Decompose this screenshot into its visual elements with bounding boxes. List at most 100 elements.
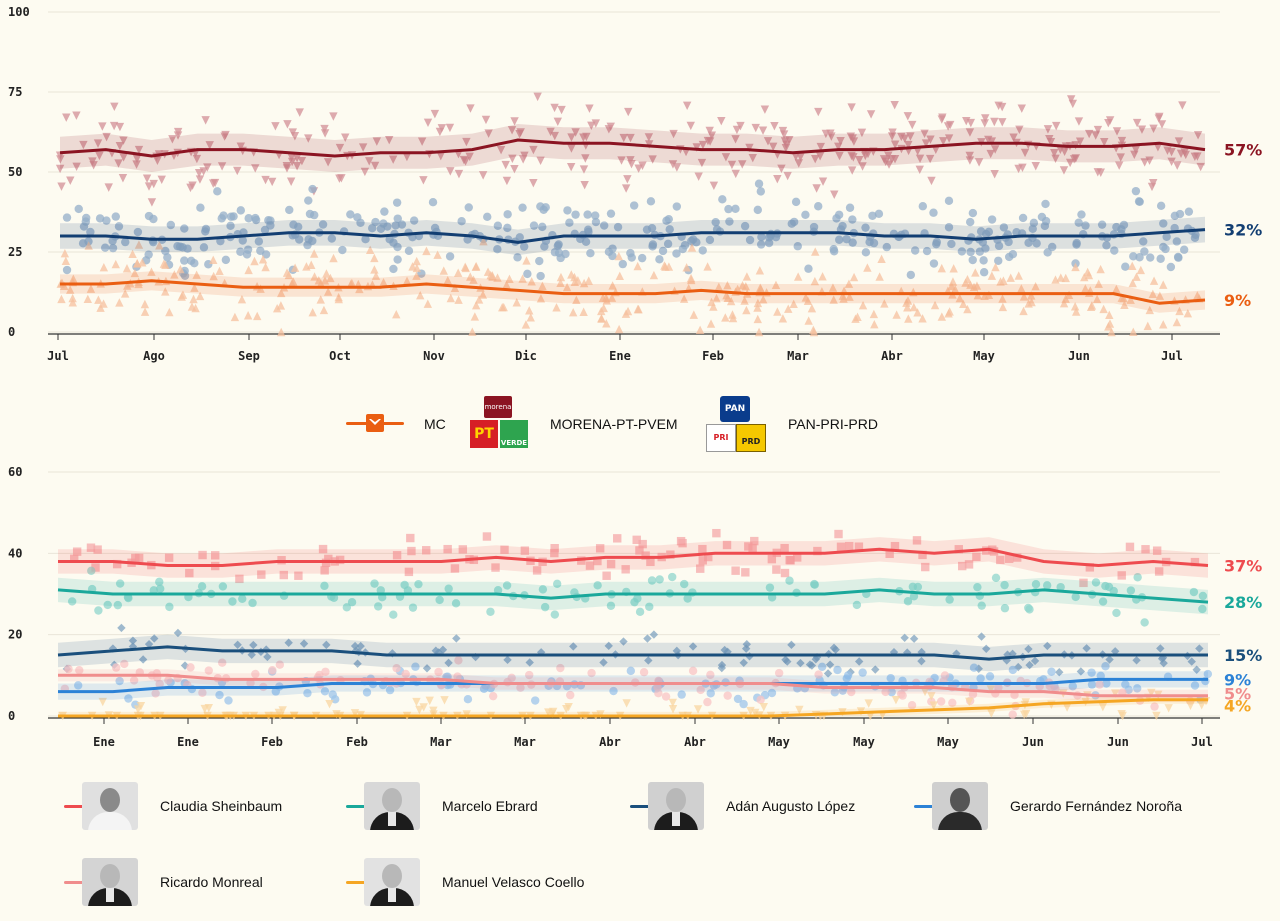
- data-point: [1071, 154, 1080, 163]
- data-point: [1101, 581, 1110, 591]
- data-point: [419, 703, 428, 712]
- data-point: [875, 272, 884, 281]
- data-point: [258, 255, 268, 264]
- data-point: [634, 304, 643, 314]
- data-point: [569, 642, 578, 651]
- data-point: [67, 597, 77, 606]
- data-point: [156, 584, 165, 593]
- data-point: [61, 256, 71, 265]
- data-point: [929, 259, 939, 268]
- x-tick-label: May: [973, 349, 995, 363]
- data-point: [646, 557, 655, 567]
- data-point: [742, 640, 752, 649]
- data-point: [124, 694, 133, 703]
- data-point: [1159, 219, 1168, 228]
- data-point: [717, 660, 727, 670]
- data-point: [655, 575, 664, 584]
- data-point: [132, 258, 142, 268]
- data-point: [647, 223, 657, 233]
- data-point: [744, 542, 753, 551]
- data-point: [1159, 280, 1168, 289]
- data-point: [415, 705, 424, 715]
- data-point: [1136, 265, 1146, 275]
- data-point: [1184, 207, 1194, 216]
- data-point: [1143, 321, 1152, 331]
- data-point: [1059, 166, 1069, 175]
- data-point: [804, 264, 813, 273]
- data-point: [915, 165, 924, 175]
- data-point: [756, 283, 765, 292]
- data-point: [98, 697, 107, 707]
- data-point: [755, 266, 765, 275]
- data-point: [69, 274, 78, 283]
- data-point: [830, 688, 840, 697]
- legend-item-sheinbaum: Claudia Sheinbaum: [64, 782, 282, 830]
- data-point: [991, 262, 1000, 272]
- data-point: [777, 164, 786, 174]
- data-point: [842, 674, 851, 683]
- data-point: [836, 137, 845, 146]
- data-point: [1141, 545, 1150, 554]
- data-point: [811, 155, 820, 164]
- data-point: [968, 690, 978, 699]
- data-point: [977, 632, 986, 641]
- data-point: [572, 295, 581, 305]
- data-point: [979, 256, 988, 265]
- data-point: [698, 544, 707, 554]
- data-point: [224, 696, 233, 705]
- data-point: [155, 679, 164, 689]
- data-point: [607, 293, 617, 302]
- data-point: [1120, 300, 1129, 309]
- data-point: [986, 685, 996, 694]
- data-point: [1027, 297, 1036, 307]
- x-tick-label: Feb: [702, 349, 724, 363]
- data-point: [535, 256, 544, 266]
- data-point: [801, 210, 810, 219]
- data-point: [371, 271, 381, 280]
- pan-pri-prd-logo-icon: PAN PRI PRD: [706, 396, 766, 452]
- data-point: [1046, 138, 1056, 147]
- data-point: [170, 270, 179, 279]
- data-point: [128, 249, 137, 259]
- data-point: [149, 214, 158, 224]
- data-point: [694, 172, 703, 181]
- data-point: [1056, 273, 1065, 282]
- data-point: [753, 298, 763, 308]
- data-point: [1105, 655, 1114, 664]
- data-point: [812, 184, 821, 193]
- data-point: [525, 670, 534, 680]
- data-point: [1077, 210, 1086, 219]
- y-tick-label: 40: [8, 546, 22, 560]
- data-point: [1190, 681, 1200, 690]
- data-point: [1129, 252, 1138, 261]
- data-point: [1117, 136, 1127, 146]
- data-point: [1146, 253, 1155, 262]
- data-point: [402, 276, 412, 286]
- data-point: [712, 293, 721, 303]
- data-point: [1015, 125, 1024, 135]
- data-point: [937, 263, 946, 273]
- data-point: [748, 153, 757, 163]
- data-point: [178, 243, 187, 252]
- data-point: [414, 579, 423, 589]
- data-point: [817, 662, 827, 671]
- data-point: [706, 689, 715, 698]
- data-point: [1167, 147, 1176, 157]
- data-point: [909, 302, 919, 312]
- data-point: [163, 253, 172, 262]
- data-point: [104, 183, 113, 192]
- data-point: [99, 299, 108, 308]
- data-point: [161, 260, 170, 269]
- data-point: [567, 144, 576, 153]
- data-point: [785, 555, 794, 565]
- data-point: [180, 256, 189, 265]
- data-point: [688, 666, 698, 676]
- data-point: [1159, 242, 1168, 252]
- data-point: [428, 198, 438, 207]
- data-point: [198, 688, 207, 697]
- data-point: [1087, 668, 1096, 677]
- data-point: [521, 320, 531, 329]
- data-point: [287, 157, 297, 167]
- data-point: [330, 695, 340, 704]
- data-point: [697, 158, 707, 168]
